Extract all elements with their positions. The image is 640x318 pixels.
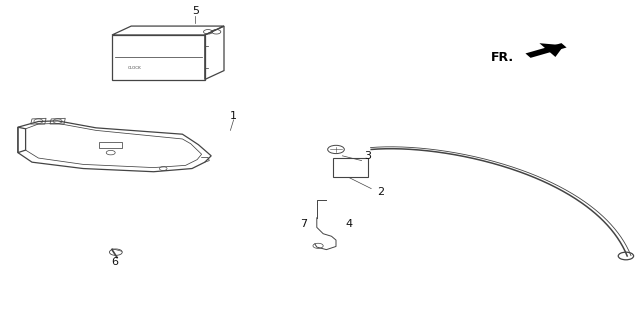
Text: 6: 6 bbox=[112, 257, 118, 267]
Polygon shape bbox=[540, 43, 564, 57]
Text: 7: 7 bbox=[300, 219, 308, 229]
Text: 1: 1 bbox=[230, 111, 237, 121]
Text: FR.: FR. bbox=[491, 51, 514, 64]
Text: CLOCK: CLOCK bbox=[128, 66, 141, 70]
Text: 3: 3 bbox=[365, 151, 371, 161]
Text: 4: 4 bbox=[345, 219, 353, 229]
Bar bbox=[333, 158, 368, 177]
Text: 5: 5 bbox=[192, 6, 198, 16]
Polygon shape bbox=[525, 43, 566, 58]
Text: 2: 2 bbox=[377, 187, 385, 197]
